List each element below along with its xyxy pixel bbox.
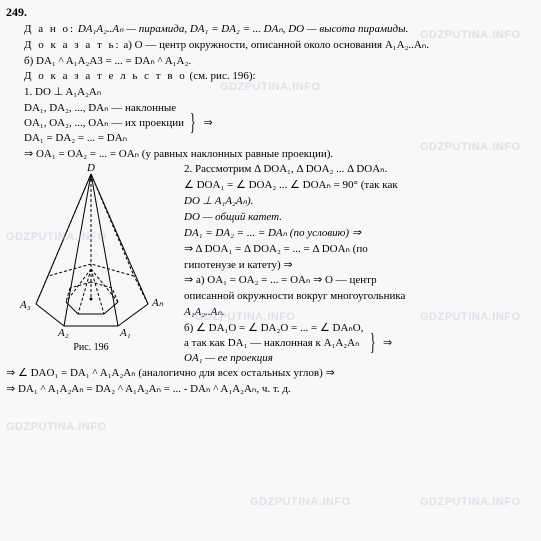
line2a: ∠ DOA₁ = ∠ DOA₂ ... ∠ DOAₙ = 90° (так ка… [184,178,535,193]
svg-text:A₁: A₁ [119,327,131,339]
proof-ref: (см. рис. 196): [190,70,256,82]
line2h: описанной окружности вокруг многоугольни… [184,289,535,304]
line1d: ⇒ OA₁ = OA₂ = ... = OAₙ (у равных наклон… [24,147,535,162]
arrow-1: ⇒ [204,116,213,131]
line2g: ⇒ а) OA₁ = OA₂ = ... = OAₙ ⇒ O — центр [184,273,535,288]
brace-block-b: б) ∠ DA₁O = ∠ DA₂O = ... = ∠ DAₙO, а так… [184,321,535,366]
proof-label: Д о к а з а т е л ь с т в о [24,70,187,82]
line-b1: б) ∠ DA₁O = ∠ DA₂O = ... = ∠ DAₙO, [184,322,364,334]
line1d-text: ⇒ OA₁ = OA₂ = ... = OAₙ (у равных наклон… [24,148,333,160]
svg-text:D: D [86,164,95,174]
svg-text:A₂: A₂ [57,327,69,339]
brace-block-1: DA₁, DA₂, ..., DAₙ — наклонные OA₁, OA₂,… [24,101,535,146]
brace-right-1: } [190,116,196,130]
figure-container: D A₁ A₂ A₃ Aₙ Рис. 196 [6,164,176,355]
proof-header: Д о к а з а т е л ь с т в о (см. рис. 19… [24,69,535,84]
watermark: GDZPUTINA.INFO [250,495,351,510]
arrow-2: ⇒ [383,336,392,351]
line1a: DA₁, DA₂, ..., DAₙ — наклонные [24,102,176,114]
figure-caption: Рис. 196 [6,341,176,355]
prove-block: Д о к а з а т ь: а) O — центр окружности… [24,38,535,53]
line-b3: OA₁ — ее проекция [184,352,273,364]
pyramid-diagram: D A₁ A₂ A₃ Aₙ [6,164,176,339]
line1c: DA₁ = DA₂ = ... = DAₙ [24,132,127,144]
given-block: Д а н о: DA₁A₂..Aₙ — пирамида, DA₁ = DA₂… [24,22,535,37]
line2d: DA₁ = DA₂ = ... = DAₙ (по условию) ⇒ [184,226,535,241]
watermark: GDZPUTINA.INFO [420,495,521,510]
line2i: A₁A₂..Aₙ. [184,305,535,320]
prove-label: Д о к а з а т ь: [24,39,121,51]
svg-text:Aₙ: Aₙ [151,297,164,309]
line-b2: а так как DA₁ — наклонная к A₁A₂Aₙ [184,337,359,349]
prove-a: а) O — центр окружности, описанной около… [121,39,429,51]
watermark: GDZPUTINA.INFO [6,420,107,435]
given-label: Д а н о: [24,23,75,35]
line1b: OA₁, OA₂, ..., OAₙ — их проекции [24,117,184,129]
line2: 2. Рассмотрим Δ DOA₁, Δ DOA₂ ... Δ DOAₙ. [184,162,535,177]
svg-text:A₃: A₃ [19,299,31,311]
final1: ⇒ ∠ DAO₁ = DA₁ ^ A₁A₂Aₙ (аналогично для … [6,366,535,381]
prove-b: б) DA₁ ^ A₁A₂A3 = ... = DAₙ ^ A₁A₂. [24,55,191,67]
problem-number: 249. [6,4,535,21]
document-content: 249. Д а н о: DA₁A₂..Aₙ — пирамида, DA₁ … [6,4,535,397]
line2e: ⇒ Δ DOA₁ = Δ DOA₂ = ... = Δ DOAₙ (по [184,242,535,257]
prove-b-block: б) DA₁ ^ A₁A₂A3 = ... = DAₙ ^ A₁A₂. [24,54,535,69]
brace-right-2: } [369,336,375,350]
line1-text: 1. DO ⊥ A₁A₂Aₙ [24,86,101,98]
line2b: DO ⊥ A₁A₂Aₙ). [184,194,535,209]
given-text: DA₁A₂..Aₙ — пирамида, DA₁ = DA₂ = ... DA… [75,23,408,35]
line1: 1. DO ⊥ A₁A₂Aₙ [24,85,535,100]
line2c: DO — общий катет. [184,210,535,225]
line2f: гипотенузе и катету) ⇒ [184,258,535,273]
problem-num-text: 249. [6,5,27,19]
final2: ⇒ DA₁ ^ A₁A₂Aₙ = DA₂ ^ A₁A₂Aₙ = ... - DA… [6,382,535,397]
